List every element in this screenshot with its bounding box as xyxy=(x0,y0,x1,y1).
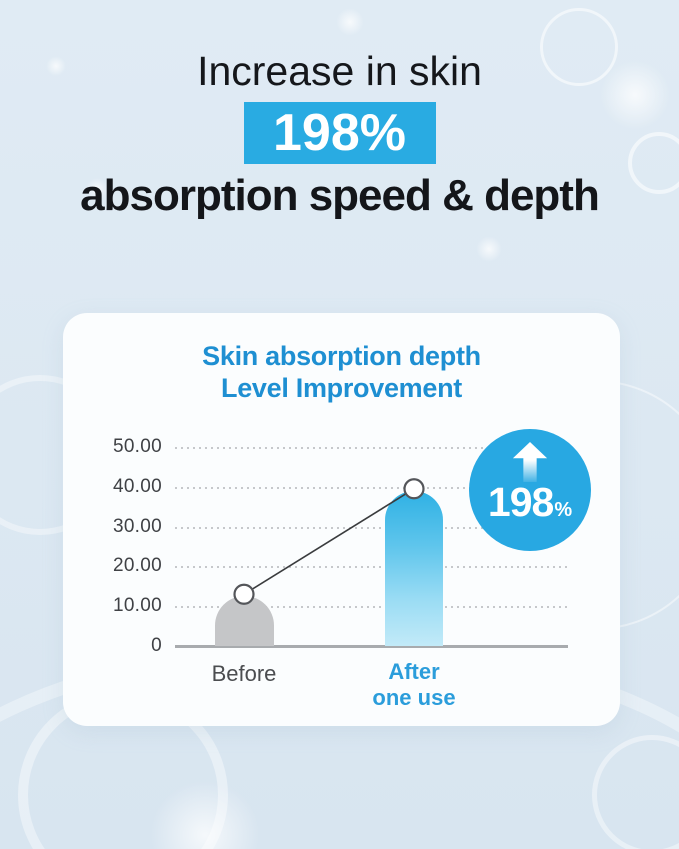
arrow-up-icon xyxy=(512,442,548,482)
gridline xyxy=(175,606,568,608)
trend-line xyxy=(243,488,415,595)
y-tick-label: 30.00 xyxy=(112,516,162,537)
bar-after xyxy=(385,490,443,646)
data-point-marker xyxy=(233,583,255,605)
chart-title: Skin absorption depth Level Improvement xyxy=(63,340,620,404)
header-line2: absorption speed & depth xyxy=(80,171,600,220)
x-label-after: After one use xyxy=(334,659,494,711)
y-tick-label: 40.00 xyxy=(112,476,162,497)
bubble-decoration xyxy=(592,735,679,849)
data-point-marker xyxy=(403,478,425,500)
badge-text: 198 % xyxy=(488,479,572,526)
badge-value: 198 xyxy=(487,479,554,525)
x-label-before: Before xyxy=(211,661,277,686)
chart-title-line1: Skin absorption depth xyxy=(202,341,481,371)
x-axis-line xyxy=(175,645,568,648)
plot-area xyxy=(175,447,568,648)
bubble-decoration xyxy=(476,236,502,262)
header-highlight-badge: 198% xyxy=(243,102,436,164)
trend-overlay xyxy=(233,478,425,605)
badge-unit: % xyxy=(554,499,573,521)
gridline xyxy=(175,566,568,568)
header-line1: Increase in skin xyxy=(197,48,482,94)
y-tick-label: 10.00 xyxy=(112,595,162,616)
increase-badge: 198 % xyxy=(469,429,591,551)
y-tick-label: 0 xyxy=(151,635,162,656)
bubble-decoration xyxy=(150,780,260,849)
header: Increase in skin 198% absorption speed &… xyxy=(0,48,679,221)
chart-card: Skin absorption depth Level Improvement … xyxy=(63,313,620,726)
x-label-after-line1: After xyxy=(388,659,440,684)
bubble-decoration xyxy=(336,8,364,36)
gridline xyxy=(175,527,568,529)
gridline xyxy=(175,447,568,449)
y-tick-label: 50.00 xyxy=(112,436,162,457)
gridline xyxy=(175,487,568,489)
x-label-after-line2: one use xyxy=(372,685,456,710)
chart-title-line2: Level Improvement xyxy=(221,373,462,403)
y-tick-label: 20.00 xyxy=(112,555,162,576)
